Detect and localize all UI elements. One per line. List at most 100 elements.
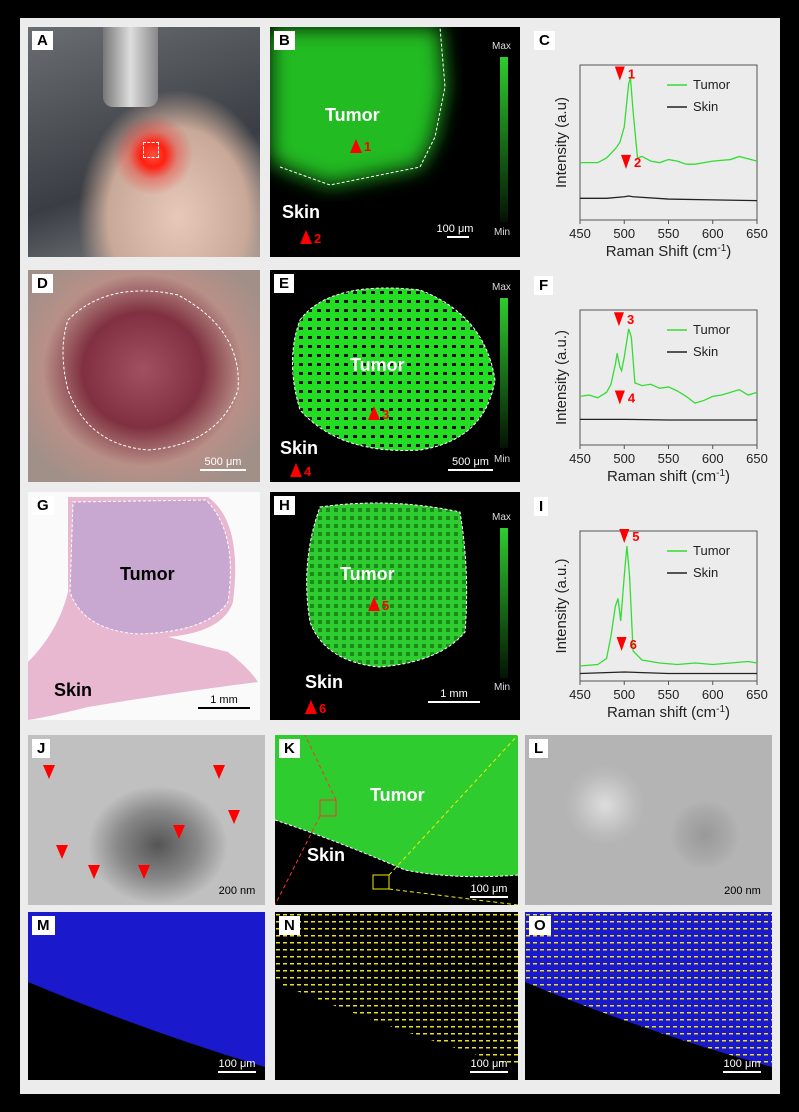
x-tick-label: 650 bbox=[746, 687, 768, 702]
skin-label: Skin bbox=[280, 438, 319, 458]
scale-bar: 100 μm bbox=[435, 223, 475, 238]
series-line-skin bbox=[580, 195, 758, 202]
colorbar bbox=[500, 528, 508, 678]
scale-bar: 100 μm bbox=[218, 1058, 256, 1073]
tumor-region bbox=[306, 502, 468, 668]
marker-label: 2 bbox=[634, 155, 641, 170]
panel-i-spectrum: I 450 500 550 600 650 Raman shift (cm-1) Intens… bbox=[530, 493, 778, 723]
tumor-region bbox=[270, 27, 446, 186]
scale-bar: 200 nm bbox=[218, 885, 256, 897]
x-tick-label: 450 bbox=[569, 451, 591, 466]
legend-label: Tumor bbox=[693, 322, 731, 337]
tumor-label: Tumor bbox=[325, 105, 380, 125]
scale-bar: 1 mm bbox=[428, 688, 480, 703]
x-tick-label: 450 bbox=[569, 226, 591, 241]
marker-label: 6 bbox=[630, 637, 637, 652]
skin-label: Skin bbox=[307, 845, 346, 865]
panel-label: K bbox=[279, 739, 300, 758]
panel-label: E bbox=[274, 274, 295, 293]
panel-e-raman-map: E Tumor Skin 3 4 500 μm Max Min bbox=[270, 270, 520, 482]
colorbar bbox=[500, 298, 508, 448]
skin-label: Skin bbox=[305, 672, 344, 692]
x-tick-label: 650 bbox=[746, 451, 768, 466]
tissue-section bbox=[28, 497, 258, 720]
panel-g-histology: G Tumor Skin 1 mm bbox=[28, 492, 260, 720]
series-line-skin bbox=[580, 418, 757, 421]
marker-label: 3 bbox=[627, 312, 634, 327]
panel-label: M bbox=[32, 916, 55, 935]
plot-frame bbox=[579, 64, 758, 221]
x-tick-label: 450 bbox=[569, 687, 591, 702]
panel-label: C bbox=[534, 31, 555, 50]
marker-5 bbox=[368, 597, 380, 611]
panel-label: G bbox=[32, 496, 54, 515]
panel-label: D bbox=[32, 274, 53, 293]
legend-label: Skin bbox=[693, 565, 718, 580]
tumor-region bbox=[292, 287, 496, 451]
panel-label: F bbox=[534, 276, 554, 295]
panel-label: O bbox=[529, 916, 551, 935]
y-axis-label: Intensity (a.u.) bbox=[553, 330, 570, 425]
marker-triangle bbox=[614, 66, 625, 81]
panel-b-raman-map: B Tumor Skin 1 2 100 μm Max Min bbox=[270, 27, 520, 257]
legend-label: Tumor bbox=[693, 543, 731, 558]
panel-o-merge: O 100 μm bbox=[525, 912, 772, 1080]
marker-triangle bbox=[616, 637, 627, 651]
marker-triangle bbox=[613, 312, 624, 327]
panel-l-tem: L 200 nm bbox=[525, 735, 772, 905]
x-axis-label: Raman shift (cm-1) bbox=[607, 704, 730, 722]
scale-bar: 1 mm bbox=[198, 694, 250, 709]
marker-2 bbox=[300, 230, 312, 244]
tumor-label: Tumor bbox=[340, 564, 395, 584]
scale-bar: 100 μm bbox=[470, 883, 508, 898]
region-box bbox=[143, 142, 159, 158]
y-axis-label: Intensity (a.u) bbox=[553, 97, 570, 188]
panel-j-tem: J 200 nm bbox=[28, 735, 265, 905]
x-tick-label: 550 bbox=[658, 687, 680, 702]
panel-m-dapi: M 100 μm bbox=[28, 912, 265, 1080]
scale-bar: 500 μm bbox=[200, 456, 246, 471]
skin-label: Skin bbox=[54, 680, 93, 700]
legend-label: Tumor bbox=[693, 77, 731, 92]
scale-bar: 100 μm bbox=[723, 1058, 761, 1073]
series-line-tumor bbox=[579, 328, 758, 404]
x-tick-label: 600 bbox=[702, 687, 724, 702]
marker-triangle bbox=[621, 154, 632, 169]
x-tick-label: 500 bbox=[613, 687, 635, 702]
tumor-outline bbox=[62, 290, 239, 451]
panel-label: L bbox=[529, 739, 549, 758]
panel-h-raman-map: H Tumor Skin 5 6 1 mm Max Min bbox=[270, 492, 520, 720]
panel-n-stain: N 100 μm bbox=[275, 912, 518, 1080]
x-tick-label: 500 bbox=[613, 226, 635, 241]
legend-label: Skin bbox=[693, 344, 718, 359]
x-tick-label: 500 bbox=[613, 451, 635, 466]
panel-label: J bbox=[32, 739, 51, 758]
panel-d-photo: D 500 μm bbox=[28, 270, 260, 482]
marker-triangle bbox=[614, 390, 625, 405]
x-tick-label: 550 bbox=[658, 451, 680, 466]
panel-label: N bbox=[279, 916, 300, 935]
legend-label: Skin bbox=[693, 99, 718, 114]
panel-label: H bbox=[274, 496, 295, 515]
marker-6 bbox=[305, 700, 317, 714]
scale-bar: 100 μm bbox=[470, 1058, 508, 1073]
marker-3 bbox=[368, 406, 380, 420]
y-axis-label: Intensity (a.u.) bbox=[553, 558, 570, 653]
panel-label: A bbox=[32, 31, 53, 50]
x-tick-label: 600 bbox=[702, 226, 724, 241]
series-line-tumor bbox=[580, 77, 758, 165]
x-tick-label: 650 bbox=[746, 226, 768, 241]
panel-a-photo: A bbox=[28, 27, 260, 257]
colorbar bbox=[500, 57, 508, 222]
marker-1 bbox=[350, 139, 362, 153]
objective-lens bbox=[103, 27, 158, 107]
marker-label: 5 bbox=[632, 529, 639, 544]
tumor-label: Tumor bbox=[370, 785, 425, 805]
tumor-label: Tumor bbox=[350, 355, 405, 375]
x-tick-label: 550 bbox=[658, 226, 680, 241]
x-tick-label: 600 bbox=[702, 451, 724, 466]
x-axis-label: Raman Shift (cm-1) bbox=[606, 243, 732, 261]
panel-k-raman-zoom: K Tumor Skin 100 μm bbox=[275, 735, 518, 905]
series-line-skin bbox=[579, 671, 757, 675]
marker-label: 1 bbox=[628, 67, 635, 82]
